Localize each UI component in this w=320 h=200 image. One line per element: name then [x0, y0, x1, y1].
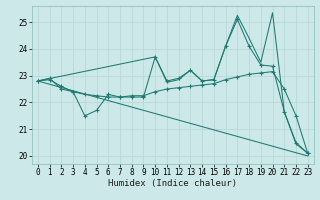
- X-axis label: Humidex (Indice chaleur): Humidex (Indice chaleur): [108, 179, 237, 188]
